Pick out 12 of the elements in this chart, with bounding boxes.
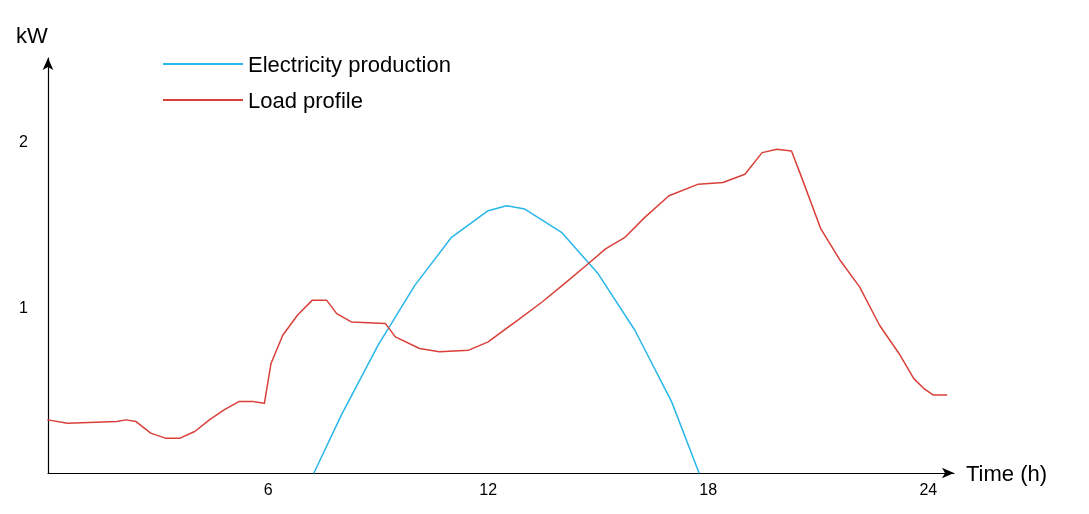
y-tick-label: 1 xyxy=(19,298,29,316)
y-tick-label: 2 xyxy=(19,132,29,150)
x-tick-label: 18 xyxy=(699,480,718,498)
legend-label: Load profile xyxy=(248,87,363,113)
x-tick-label: 24 xyxy=(919,480,938,498)
legend-label: Electricity production xyxy=(248,51,451,77)
x-tick-label: 12 xyxy=(479,480,498,498)
y-axis-title: kW xyxy=(16,22,48,48)
line-series xyxy=(313,204,700,474)
x-axis-title: Time (h) xyxy=(966,460,1048,486)
x-tick-label: 6 xyxy=(263,480,273,498)
line-series xyxy=(47,148,948,439)
